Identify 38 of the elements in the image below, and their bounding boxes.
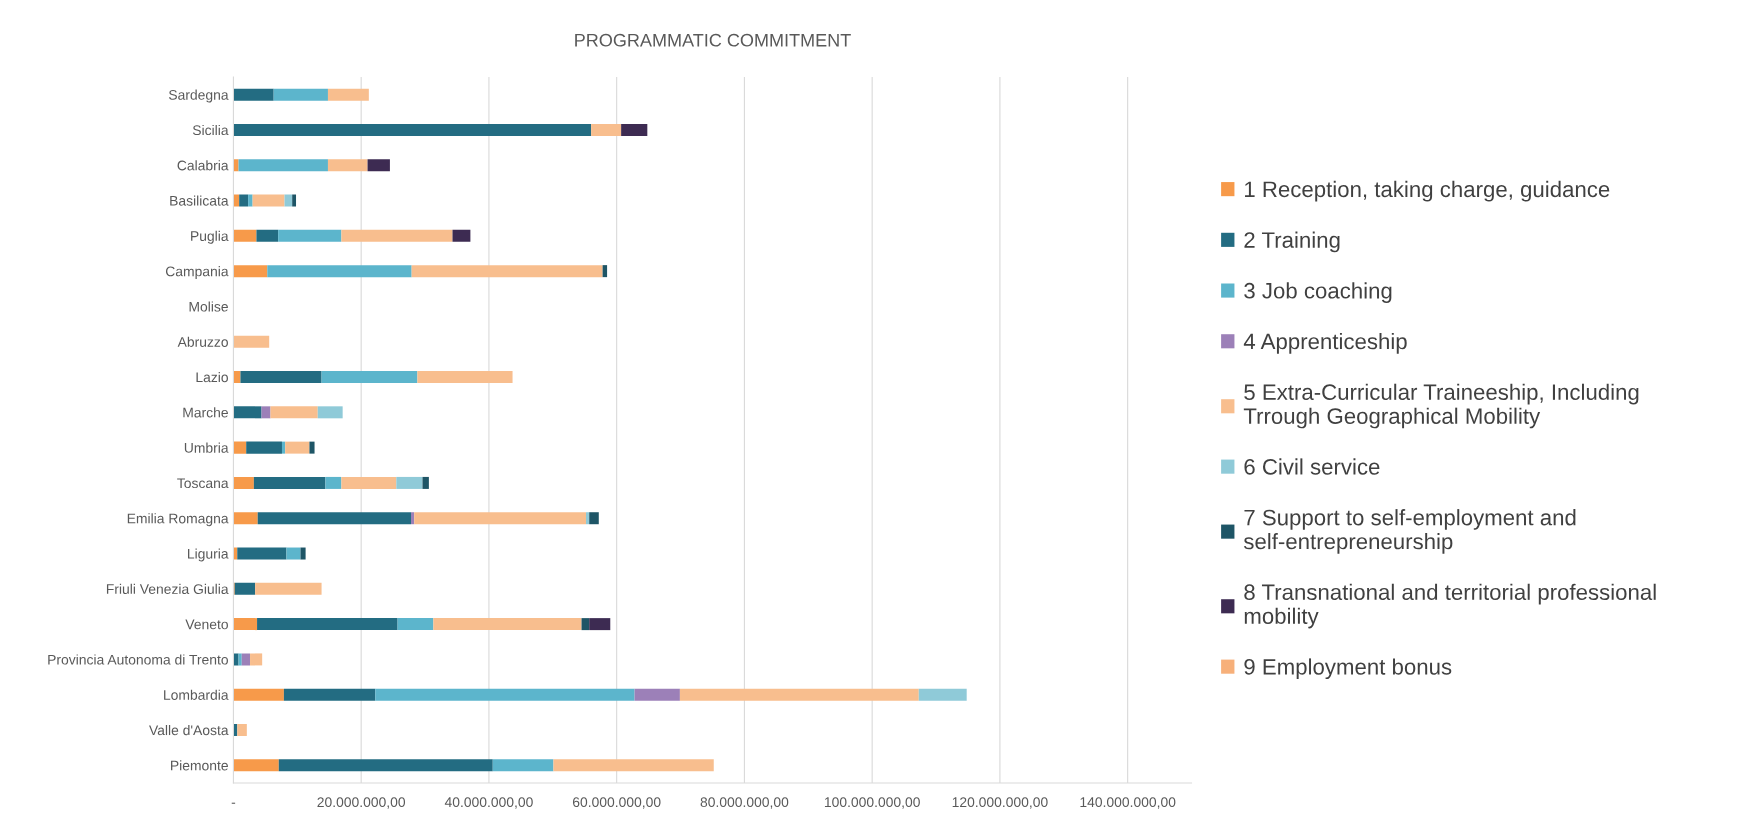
y-tick-label: Lazio [196, 371, 228, 383]
x-tick-label: 140.000.000,00 [1080, 797, 1176, 809]
legend-label: 3 Job coaching [1244, 282, 1392, 303]
y-tick-label: Valle d'Aosta [149, 724, 229, 736]
y-tick-label: Sardegna [168, 89, 229, 103]
x-tick-label: 120.000.000,00 [952, 797, 1048, 809]
y-tick-label: Marche [183, 407, 228, 418]
y-tick-label: Sicilia [192, 124, 229, 136]
y-tick-label: Toscana [177, 478, 229, 489]
x-tick-label: 20.000.000,00 [317, 797, 406, 809]
x-tick-label: 60.000.000,00 [572, 797, 661, 809]
y-tick-label: Abruzzo [177, 336, 228, 347]
y-tick-label: Molise [189, 301, 228, 312]
x-tick-label: 80.000.000,00 [700, 797, 789, 809]
legend-label: 5 Extra-Curricular Traineeship, Including Trrough Geographical Mobility [1243, 383, 1639, 429]
y-tick-label: Liguria [188, 548, 229, 562]
legend-label: 2 Training [1244, 231, 1340, 253]
y-tick-label: Calabria [177, 160, 229, 171]
x-tick-label: 100.000.000,00 [824, 797, 920, 809]
legend-label: 8 Transnational and territorial professional mobility [1244, 583, 1656, 629]
legend-label: 6 Civil service [1244, 458, 1380, 475]
legend-label: 9 Employment bonus [1244, 658, 1452, 680]
y-tick-label: Puglia [191, 230, 229, 244]
y-tick-label: Piemonte [171, 760, 228, 771]
y-tick-label: Campania [165, 266, 229, 280]
chart-title: PROGRAMMATIC COMMITMENT [575, 33, 851, 47]
y-tick-label: Umbria [184, 442, 229, 453]
y-tick-label: Friuli Venezia Giulia [106, 583, 229, 594]
legend-label: 4 Apprenticeship [1243, 333, 1407, 354]
y-tick-label: Basilicata [170, 195, 229, 206]
x-tick-label: - [231, 802, 236, 804]
x-tick-label: 40.000.000,00 [444, 797, 533, 809]
legend-label: 1 Reception, taking charge, guidance [1245, 180, 1610, 202]
y-tick-label: Veneto [185, 619, 228, 630]
y-tick-label: Lombardia [164, 689, 229, 700]
y-tick-label: Provincia Autonoma di Trento [48, 654, 228, 665]
y-tick-label: Emilia Romagna [127, 513, 229, 527]
legend-label: 7 Support to self-employment and self-entrepreneurship [1243, 509, 1576, 554]
